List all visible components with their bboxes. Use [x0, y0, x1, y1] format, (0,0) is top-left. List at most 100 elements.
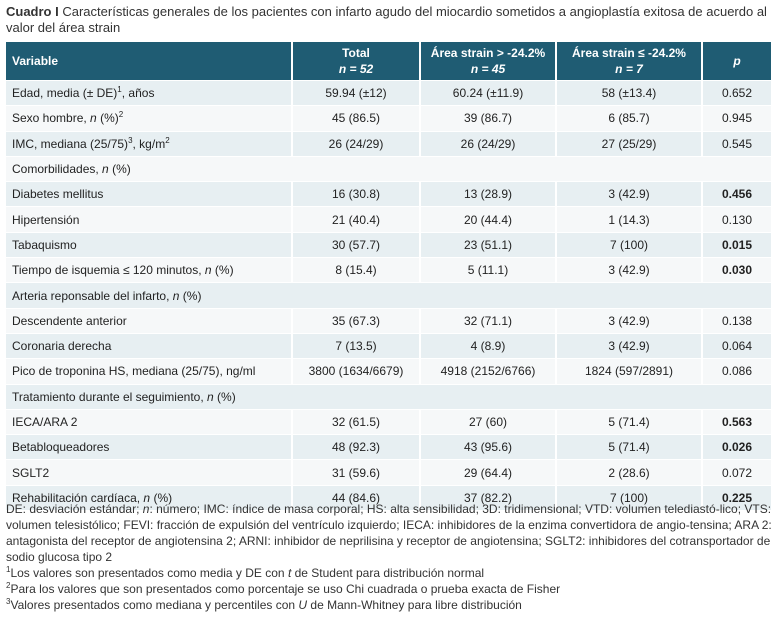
variable-label: Diabetes mellitus — [12, 187, 104, 202]
cell-total: 7 (13.5) — [292, 333, 421, 360]
cell-group-low: 3 (42.9) — [556, 257, 703, 284]
variable-unit-superscript: 2 — [165, 135, 170, 145]
cell-total: 21 (40.4) — [292, 206, 421, 233]
cell-p-value: 0.138 — [702, 308, 773, 334]
cell-group-low: 58 (±13.4) — [556, 80, 703, 107]
cell-group-low: 7 (100) — [556, 232, 703, 259]
table-row: SGLT2 31 (59.6) 29 (64.4) 2 (28.6) 0.072 — [6, 459, 773, 486]
cell-group-low: 3 (42.9) — [556, 308, 703, 334]
variable-label: IECA/ARA 2 — [12, 415, 78, 429]
cell-group-high: 27 (60) — [420, 409, 557, 436]
table-footnotes: DE: desviación estándar; n: número; IMC:… — [6, 501, 772, 613]
header-total-label: Total — [342, 46, 370, 60]
patient-characteristics-table: Variable Total n = 52 Área strain > -24.… — [6, 42, 773, 512]
variable-label: Rehabilitación cardíaca, — [12, 490, 144, 505]
footnote-2-mark: 2 — [6, 581, 11, 590]
header-total-n: n = 52 — [338, 62, 374, 76]
cell-group-low: 27 (25/29) — [556, 131, 703, 157]
variable-label: Edad, media (± DE) — [12, 86, 118, 101]
cell-variable: Arteria reponsable del infarto, n (%) — [6, 282, 773, 309]
variable-superscript: 2 — [118, 110, 124, 120]
cell-variable: SGLT2 — [6, 459, 293, 486]
cell-p-value: 0.563 — [702, 409, 773, 436]
table-row: Edad, media (± DE)1, años 59.94 (±12) 60.2… — [6, 80, 773, 107]
variable-suffix: , kg/m — [132, 136, 166, 151]
variable-label: Tiempo de isquemia ≤ 120 minutos, — [12, 263, 205, 278]
cell-p-value: 0.064 — [702, 333, 773, 360]
cell-p-value: 0.015 — [702, 232, 773, 259]
abbreviations-n: n — [142, 502, 150, 516]
table-caption: Cuadro I Características generales de lo… — [6, 4, 774, 36]
cell-group-high: 60.24 (±11.9) — [420, 80, 557, 107]
variable-label: Coronaria derecha — [12, 339, 112, 354]
footnote-3-text-b: de Mann-Whitney para libre distribución — [307, 598, 522, 612]
table-row: Hipertensión 21 (40.4) 20 (44.4) 1 (14.3) 0.… — [6, 206, 773, 233]
header-p-value: p — [702, 42, 773, 81]
table-row: IMC, mediana (25/75)3, kg/m2 26 (24/29) 26… — [6, 131, 773, 157]
header-group-low: Área strain ≤ -24.2% n = 7 — [556, 42, 703, 81]
cell-group-high: 4 (8.9) — [420, 333, 557, 360]
variable-label: Pico de troponina HS, mediana (25/75), n… — [12, 364, 256, 379]
table-section-row: Arteria reponsable del infarto, n (%) — [6, 282, 773, 309]
cell-group-low: 3 (42.9) — [556, 181, 703, 208]
footnote-2-text: Para los valores que son presentados com… — [10, 582, 561, 596]
cell-group-low: 2 (28.6) — [556, 459, 703, 486]
table-row: IECA/ARA 2 32 (61.5) 27 (60) 5 (71.4) 0.563 — [6, 409, 773, 436]
header-group-high: Área strain > -24.2% n = 45 — [420, 42, 557, 81]
cell-group-high: 13 (28.9) — [420, 181, 557, 208]
header-total: Total n = 52 — [292, 42, 421, 81]
table-row: Tiempo de isquemia ≤ 120 minutos, n (%) 8… — [6, 257, 773, 284]
table-body: Edad, media (± DE)1, años 59.94 (±12) 60.2… — [6, 80, 773, 512]
cell-p-value: 0.026 — [702, 434, 773, 461]
variable-label: Tratamiento durante el seguimiento, — [12, 389, 207, 404]
variable-suffix: (%) — [96, 111, 119, 126]
cell-variable: Tratamiento durante el seguimiento, n (%… — [6, 384, 773, 410]
footnote-1: 1Los valores son presentados como media … — [6, 565, 772, 581]
variable-label: SGLT2 — [12, 465, 50, 480]
cell-total: 30 (57.7) — [292, 232, 421, 259]
variable-suffix: , años — [121, 86, 155, 101]
variable-label: Sexo hombre, — [12, 111, 91, 126]
abbreviations-note: DE: desviación estándar; n: número; IMC:… — [6, 501, 772, 565]
cell-variable: Diabetes mellitus — [6, 181, 293, 208]
abbreviations-part-1: DE: desviación estándar; — [6, 502, 143, 516]
cell-variable: IMC, mediana (25/75)3, kg/m2 — [6, 131, 293, 157]
cell-total: 26 (24/29) — [292, 131, 421, 157]
variable-superscript: 1 — [117, 85, 122, 95]
table-row: Pico de troponina HS, mediana (25/75), n… — [6, 358, 773, 385]
footnote-3: 3Valores presentados como mediana y perc… — [6, 597, 772, 613]
cell-p-value: 0.652 — [702, 80, 773, 107]
cell-group-low: 1824 (597/2891) — [556, 358, 703, 385]
cell-p-value: 0.072 — [702, 459, 773, 486]
footnote-1-text-b: de Student para distribución normal — [291, 566, 485, 580]
variable-suffix: (%) — [213, 389, 236, 404]
cell-variable: Betabloqueadores — [6, 434, 293, 461]
cell-variable: Edad, media (± DE)1, años — [6, 80, 293, 107]
cell-group-low: 7 (100) — [556, 485, 703, 512]
table-row: Diabetes mellitus 16 (30.8) 13 (28.9) 3 (42… — [6, 181, 773, 208]
cell-total: 35 (67.3) — [292, 308, 421, 334]
footnote-1-italic: t — [287, 566, 292, 580]
variable-label: Tabaquismo — [12, 237, 77, 252]
cell-group-high: 4918 (2152/6766) — [420, 358, 557, 385]
table-section-row: Tratamiento durante el seguimiento, n (%… — [6, 384, 773, 410]
cell-total: 32 (61.5) — [292, 409, 421, 436]
cell-total: 48 (92.3) — [292, 434, 421, 461]
header-group-high-label: Área strain > -24.2% — [430, 46, 546, 60]
cell-group-high: 43 (95.6) — [420, 434, 557, 461]
variable-italic: n — [90, 111, 97, 126]
header-group-low-label: Área strain ≤ -24.2% — [572, 46, 686, 60]
cell-variable: Descendente anterior — [6, 308, 293, 334]
footnote-3-text-a: Valores presentados como mediana y perce… — [10, 598, 299, 612]
footnote-1-mark: 1 — [6, 565, 11, 574]
table-section-row: Comorbilidades, n (%) — [6, 156, 773, 183]
cell-variable: IECA/ARA 2 — [6, 409, 293, 436]
header-variable: Variable — [6, 42, 293, 81]
cell-group-low: 6 (85.7) — [556, 105, 703, 132]
variable-italic: n — [102, 162, 109, 177]
cell-variable: Coronaria derecha — [6, 333, 293, 360]
table-row: Descendente anterior 35 (67.3) 32 (71.1) 3 … — [6, 308, 773, 334]
variable-italic: n — [207, 389, 214, 404]
variable-label: Comorbilidades, — [12, 162, 103, 177]
cell-variable: Hipertensión — [6, 206, 293, 233]
